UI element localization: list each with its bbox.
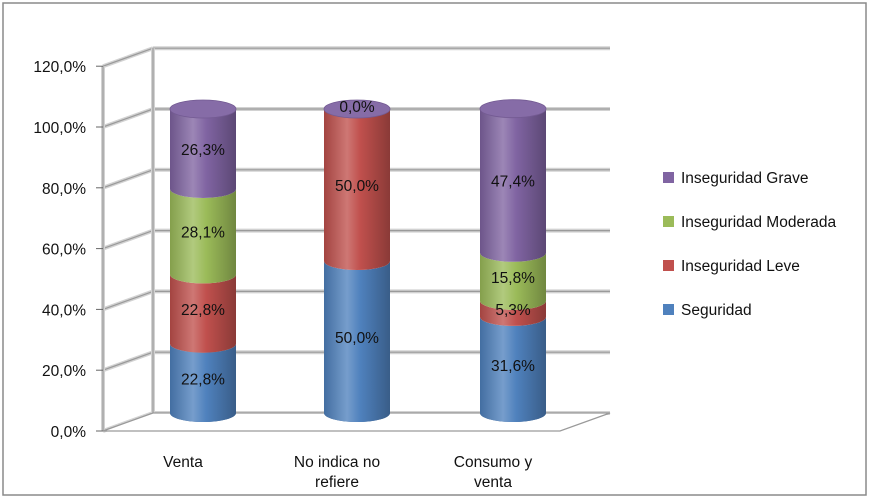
- bar-segment-seguridad: [170, 343, 236, 422]
- legend-swatch: [663, 172, 674, 183]
- legend-swatch: [663, 216, 674, 227]
- axes: 0,0% 20,0% 40,0% 60,0% 80,0% 100,0% 120,0% Vent…: [33, 48, 611, 491]
- bars: [169, 99, 547, 422]
- data-label: 15,8%: [491, 270, 535, 287]
- y-tick-label: 20,0%: [42, 363, 86, 380]
- data-label: 26,3%: [181, 142, 225, 159]
- data-label: 50,0%: [335, 178, 379, 195]
- legend: Inseguridad Grave Inseguridad Moderada Ins…: [663, 170, 836, 319]
- data-label: 47,4%: [491, 174, 535, 191]
- x-tick-label: Venta: [163, 454, 203, 471]
- legend-label: Inseguridad Grave: [681, 170, 809, 187]
- bar-segment-inseguridad-leve: [324, 109, 390, 270]
- y-tick-label: 80,0%: [42, 181, 86, 198]
- bar-top-cap: [323, 99, 391, 119]
- y-tick-label: 0,0%: [51, 424, 87, 441]
- legend-label: Seguridad: [681, 302, 752, 319]
- bar-segment-seguridad: [324, 261, 390, 422]
- legend-swatch: [663, 260, 674, 271]
- legend-label: Inseguridad Leve: [681, 258, 800, 275]
- bar-segment-inseguridad-grave: [170, 109, 236, 198]
- x-tick-label: No indica no refiere: [294, 454, 380, 491]
- data-label: 5,3%: [495, 302, 531, 319]
- data-label: 31,6%: [491, 358, 535, 375]
- data-label: 22,8%: [181, 371, 225, 388]
- bar-segment-seguridad: [480, 316, 546, 422]
- bar-segment-inseguridad-grave: [480, 108, 546, 262]
- data-label: 28,1%: [181, 225, 225, 242]
- legend-label: Inseguridad Moderada: [681, 214, 836, 231]
- y-tick-label: 40,0%: [42, 302, 86, 319]
- y-tick-label: 100,0%: [33, 120, 86, 137]
- bar-top-cap: [479, 99, 547, 119]
- x-tick-label: Consumo y venta: [454, 454, 533, 491]
- bar-segment-inseguridad-leve: [480, 300, 546, 326]
- data-label: 50,0%: [335, 330, 379, 347]
- bar-top-cap: [169, 99, 237, 119]
- bar-segment-inseguridad-moderada: [170, 188, 236, 284]
- bar-segment-inseguridad-moderada: [480, 252, 546, 310]
- data-label: 22,8%: [181, 302, 225, 319]
- bar-segment-inseguridad-leve: [170, 274, 236, 353]
- y-tick-label: 60,0%: [42, 242, 86, 259]
- y-tick-label: 120,0%: [33, 59, 86, 76]
- legend-swatch: [663, 304, 674, 315]
- data-label: 0,0%: [339, 99, 375, 116]
- data-labels: 22,8% 22,8% 28,1% 26,3% 50,0% 50,0% 0,0% 31,6% 5…: [181, 99, 535, 388]
